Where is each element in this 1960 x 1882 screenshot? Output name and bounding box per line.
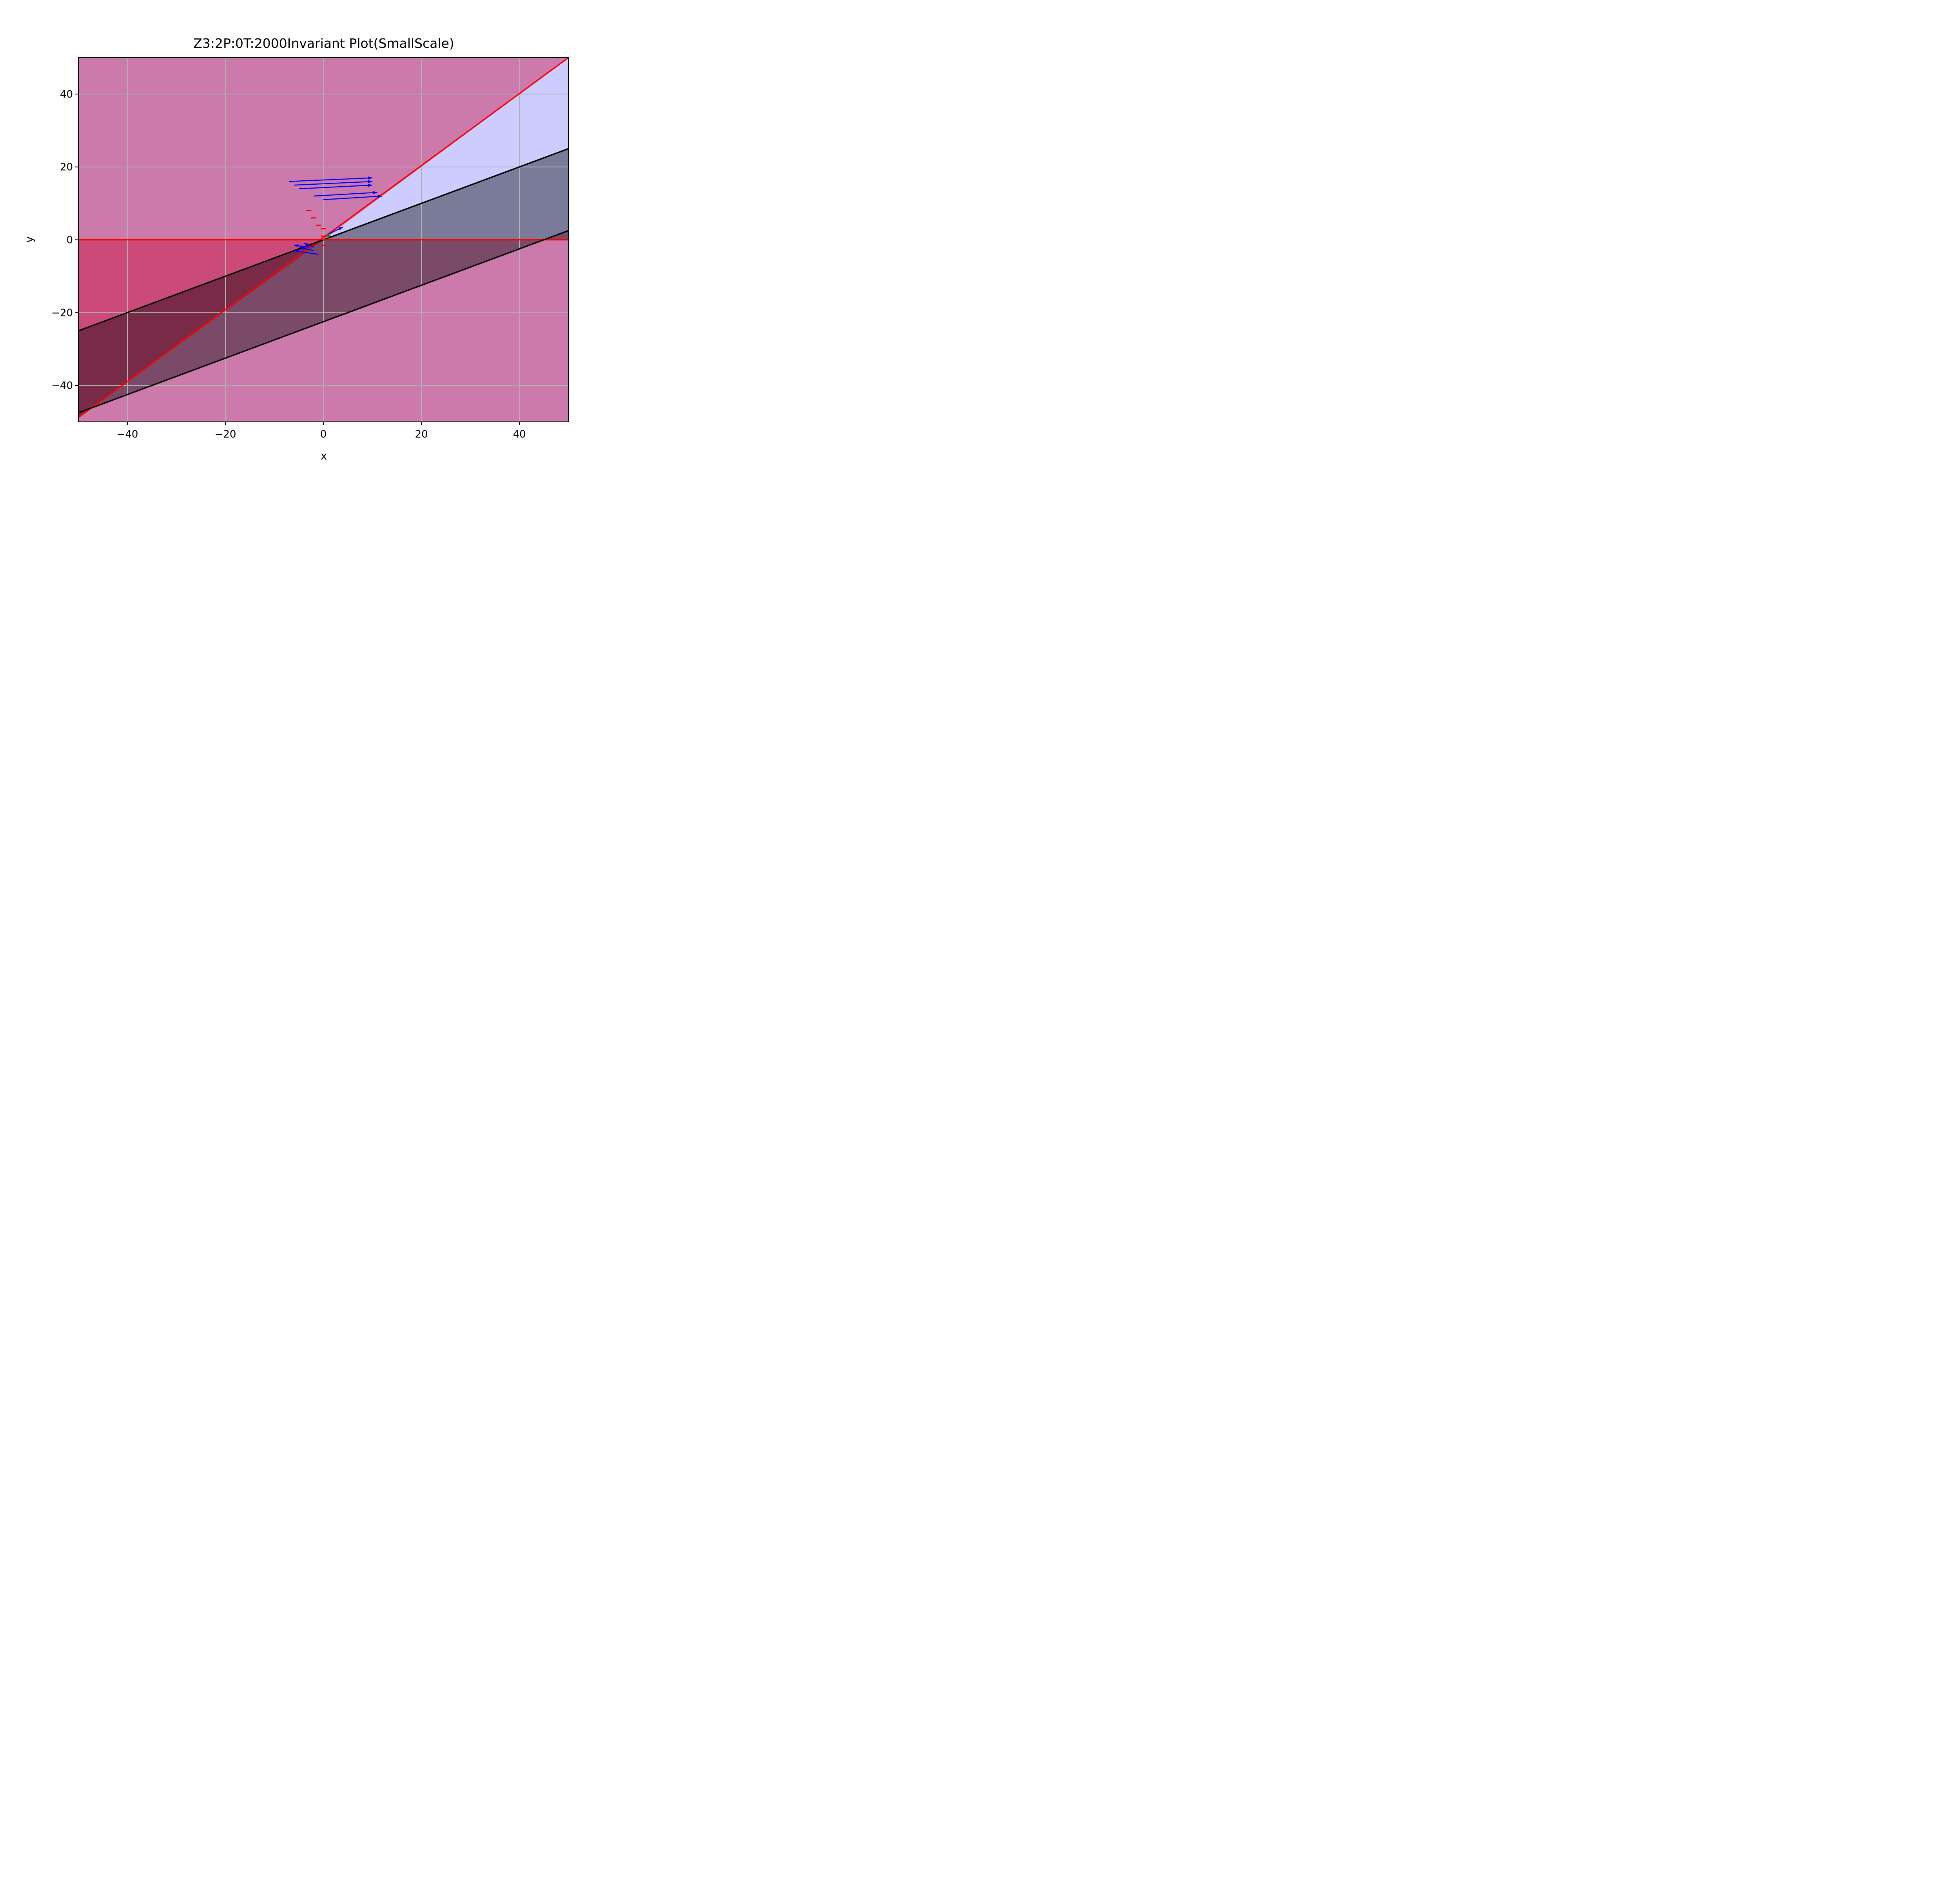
x-tick-label: 40: [513, 429, 526, 440]
vector-arrow-head: [368, 176, 372, 180]
red-diagonal-line: [78, 58, 568, 418]
x-tick-label: −40: [117, 429, 138, 440]
y-axis-ticks: −40 −20 0 20 40: [51, 89, 78, 392]
vector-arrow-shaft: [313, 192, 377, 197]
red-dash-marks: [306, 210, 326, 246]
vector-arrow-head: [373, 191, 377, 194]
vector-arrow-shaft: [299, 184, 373, 189]
x-axis-label: x: [321, 449, 327, 462]
vector-arrows: [289, 176, 383, 255]
y-tick-label: 20: [60, 162, 73, 173]
vector-arrow-shaft: [294, 181, 373, 186]
y-tick-label: 0: [66, 234, 73, 246]
y-tick-label: −20: [51, 307, 73, 319]
vector-arrow-shaft: [323, 195, 383, 200]
vector-arrow-shaft: [289, 177, 373, 182]
y-axis-label: y: [23, 236, 36, 243]
x-axis-ticks: −40 −20 0 20 40: [117, 422, 526, 440]
y-tick-label: −40: [51, 380, 73, 392]
vector-arrow-head: [294, 250, 299, 253]
black-lower-line: [78, 230, 568, 414]
vector-arrow-head: [377, 194, 382, 198]
vector-arrow-head: [304, 243, 309, 247]
vector-arrow-head: [368, 180, 372, 183]
vector-arrow-head: [294, 244, 299, 247]
green-marker: [325, 233, 331, 239]
vector-arrow-head: [299, 246, 304, 250]
x-tick-label: 20: [415, 429, 428, 440]
x-tick-label: 0: [320, 429, 327, 440]
chart-title: Z3:2P:0T:2000Invariant Plot(SmallScale): [193, 36, 454, 51]
y-tick-label: 40: [60, 89, 73, 100]
chart-canvas: Z3:2P:0T:2000Invariant Plot(SmallScale) …: [23, 36, 569, 462]
vector-arrow-head: [368, 183, 372, 187]
vector-arrow-head: [338, 227, 343, 231]
x-tick-label: −20: [215, 429, 236, 440]
